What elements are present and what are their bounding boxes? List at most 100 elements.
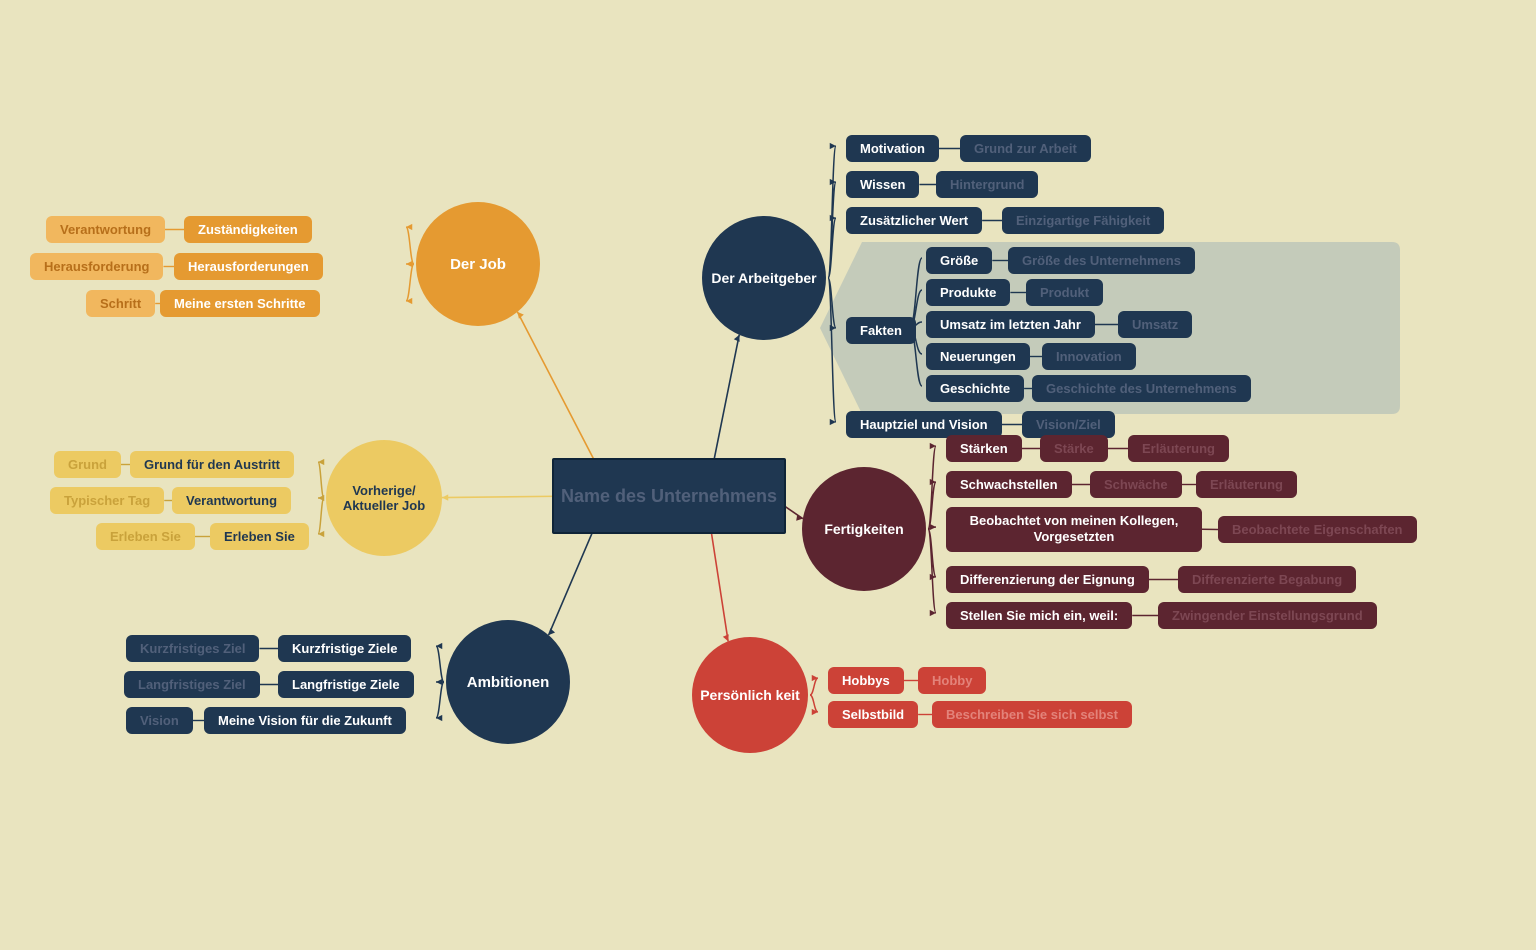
pill-label: Meine Vision für die Zukunft	[218, 713, 392, 728]
pill-e4: Fakten	[846, 317, 916, 344]
pill-label: Vision/Ziel	[1036, 417, 1101, 432]
pill-label: Produkte	[940, 285, 996, 300]
pill-s2b: Schwäche	[1090, 471, 1182, 498]
pill-p3b: Schritt	[86, 290, 155, 317]
pill-s4b: Differenzierte Begabung	[1178, 566, 1356, 593]
pill-p2b: Herausforderung	[30, 253, 163, 280]
pill-a3b: Vision	[126, 707, 193, 734]
pill-label: Grund zur Arbeit	[974, 141, 1077, 156]
pill-e2: Wissen	[846, 171, 919, 198]
pill-label: Verantwortung	[60, 222, 151, 237]
pill-a2: Langfristige Ziele	[278, 671, 414, 698]
pill-label: Zwingender Einstellungsgrund	[1172, 608, 1363, 623]
pill-s1b: Stärke	[1040, 435, 1108, 462]
hub-label: Der Job	[450, 256, 506, 273]
pill-s2: Schwachstellen	[946, 471, 1072, 498]
pill-label: Beobachtete Eigenschaften	[1232, 522, 1403, 537]
pill-a1b: Kurzfristiges Ziel	[126, 635, 259, 662]
pill-s1c: Erläuterung	[1128, 435, 1229, 462]
pill-label: Schwachstellen	[960, 477, 1058, 492]
pill-f5: Geschichte	[926, 375, 1024, 402]
pill-label: Zusätzlicher Wert	[860, 213, 968, 228]
pill-e1b: Grund zur Arbeit	[960, 135, 1091, 162]
pill-label: Umsatz im letzten Jahr	[940, 317, 1081, 332]
pill-label: Grund für den Austritt	[144, 457, 280, 472]
pill-r2b: Beschreiben Sie sich selbst	[932, 701, 1132, 728]
pill-label: Herausforderungen	[188, 259, 309, 274]
pill-label: Differenzierte Begabung	[1192, 572, 1342, 587]
pill-label: Erleben Sie	[224, 529, 295, 544]
pill-label: Erläuterung	[1210, 477, 1283, 492]
pill-label: Motivation	[860, 141, 925, 156]
pill-label: Stärke	[1054, 441, 1094, 456]
pill-s4: Differenzierung der Eignung	[946, 566, 1149, 593]
pill-p1: Zuständigkeiten	[184, 216, 312, 243]
hub-label: Der Arbeitgeber	[711, 270, 816, 286]
pill-s3: Beobachtet von meinen Kollegen, Vorgeset…	[946, 507, 1202, 552]
pill-e3b: Einzigartige Fähigkeit	[1002, 207, 1164, 234]
pill-r1b: Hobby	[918, 667, 986, 694]
pill-label: Verantwortung	[186, 493, 277, 508]
pill-label: Selbstbild	[842, 707, 904, 722]
pill-f4: Neuerungen	[926, 343, 1030, 370]
mindmap-stage: Name des Unternehmens Der Job Der Arbeitge…	[0, 0, 1536, 950]
pill-label: Größe	[940, 253, 978, 268]
pill-label: Produkt	[1040, 285, 1089, 300]
hub-label: Ambitionen	[467, 674, 550, 691]
pill-label: Fakten	[860, 323, 902, 338]
hub-label: Vorherige/ Aktueller Job	[334, 483, 434, 513]
pill-f5b: Geschichte des Unternehmens	[1032, 375, 1251, 402]
pill-s3b: Beobachtete Eigenschaften	[1218, 516, 1417, 543]
pill-label: Langfristige Ziele	[292, 677, 400, 692]
hub-employer: Der Arbeitgeber	[702, 216, 826, 340]
pill-a2b: Langfristiges Ziel	[124, 671, 260, 698]
pill-p3: Meine ersten Schritte	[160, 290, 320, 317]
pill-f3b: Umsatz	[1118, 311, 1192, 338]
pill-label: Neuerungen	[940, 349, 1016, 364]
pill-label: Meine ersten Schritte	[174, 296, 306, 311]
pill-label: Herausforderung	[44, 259, 149, 274]
pill-label: Stellen Sie mich ein, weil:	[960, 608, 1118, 623]
pill-label: Einzigartige Fähigkeit	[1016, 213, 1150, 228]
pill-label: Vision	[140, 713, 179, 728]
pill-label: Hobbys	[842, 673, 890, 688]
pill-s2c: Erläuterung	[1196, 471, 1297, 498]
pill-label: Schritt	[100, 296, 141, 311]
hub-job: Der Job	[416, 202, 540, 326]
pill-f1: Größe	[926, 247, 992, 274]
pill-a3: Meine Vision für die Zukunft	[204, 707, 406, 734]
pill-label: Hintergrund	[950, 177, 1024, 192]
pill-e2b: Hintergrund	[936, 171, 1038, 198]
pill-a1: Kurzfristige Ziele	[278, 635, 411, 662]
pill-q1b: Grund	[54, 451, 121, 478]
pill-label: Größe des Unternehmens	[1022, 253, 1181, 268]
center-node: Name des Unternehmens	[552, 458, 786, 534]
pill-label: Differenzierung der Eignung	[960, 572, 1135, 587]
pill-s5: Stellen Sie mich ein, weil:	[946, 602, 1132, 629]
pill-p1b: Verantwortung	[46, 216, 165, 243]
pill-s1: Stärken	[946, 435, 1022, 462]
pill-label: Erläuterung	[1142, 441, 1215, 456]
pill-f2: Produkte	[926, 279, 1010, 306]
pill-label: Innovation	[1056, 349, 1122, 364]
pill-q1: Grund für den Austritt	[130, 451, 294, 478]
pill-label: Langfristiges Ziel	[138, 677, 246, 692]
pill-r1: Hobbys	[828, 667, 904, 694]
pill-label: Kurzfristige Ziele	[292, 641, 397, 656]
pill-label: Geschichte des Unternehmens	[1046, 381, 1237, 396]
pill-s5b: Zwingender Einstellungsgrund	[1158, 602, 1377, 629]
pill-q3: Erleben Sie	[210, 523, 309, 550]
pill-e1: Motivation	[846, 135, 939, 162]
pill-label: Erleben Sie	[110, 529, 181, 544]
pill-label: Kurzfristiges Ziel	[140, 641, 245, 656]
pill-label: Zuständigkeiten	[198, 222, 298, 237]
pill-e3: Zusätzlicher Wert	[846, 207, 982, 234]
hub-label: Persönlich keit	[700, 687, 800, 703]
pill-label: Beschreiben Sie sich selbst	[946, 707, 1118, 722]
pill-e5b: Vision/Ziel	[1022, 411, 1115, 438]
pill-q2b: Typischer Tag	[50, 487, 164, 514]
pill-label: Hauptziel und Vision	[860, 417, 988, 432]
pill-r2: Selbstbild	[828, 701, 918, 728]
pill-label: Wissen	[860, 177, 905, 192]
hub-prevjob: Vorherige/ Aktueller Job	[326, 440, 442, 556]
